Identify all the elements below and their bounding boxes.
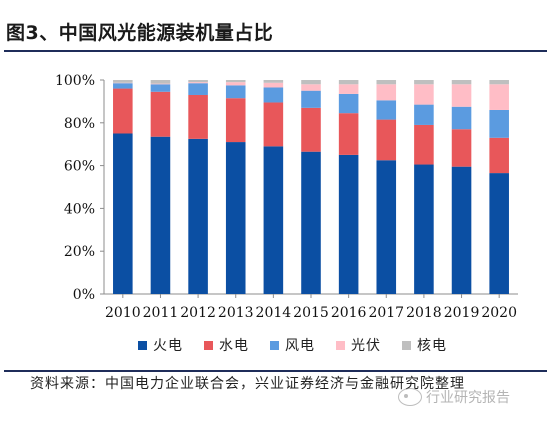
bar-segment bbox=[188, 94, 208, 139]
bar-segment bbox=[188, 83, 208, 95]
bar-segment bbox=[188, 138, 208, 294]
bar-segment bbox=[451, 84, 472, 107]
bar-segment bbox=[489, 137, 509, 174]
source-note: 资料来源：中国电力企业联合会，兴业证券经济与金融研究院整理 bbox=[30, 376, 465, 392]
bar-segment bbox=[301, 80, 321, 85]
bar-segment bbox=[338, 84, 359, 94]
bar-segment bbox=[150, 83, 171, 85]
x-tick-label: 2017 bbox=[368, 305, 404, 321]
x-tick-label: 2016 bbox=[331, 305, 367, 321]
x-tick-label: 2020 bbox=[481, 305, 517, 321]
bar-segment bbox=[451, 166, 472, 294]
bar-segment bbox=[489, 109, 509, 138]
legend-label: 水电 bbox=[219, 338, 249, 354]
bar-segment bbox=[225, 142, 246, 294]
bar-segment bbox=[376, 119, 397, 161]
y-tick-label: 100% bbox=[55, 73, 95, 89]
bar-segment bbox=[263, 146, 284, 294]
bar-segment bbox=[113, 83, 133, 89]
bar-segment bbox=[338, 113, 359, 155]
bar-segment bbox=[376, 80, 397, 85]
legend-item: 水电 bbox=[204, 334, 249, 356]
watermark-text: 行业研究报告 bbox=[426, 390, 510, 406]
y-tick-label: 80% bbox=[64, 116, 95, 132]
bar-segment bbox=[113, 133, 133, 294]
bar-segment bbox=[376, 100, 397, 120]
bar-segment bbox=[225, 82, 246, 86]
bar-segment bbox=[338, 80, 359, 85]
bar-segment bbox=[414, 84, 434, 105]
legend-label: 核电 bbox=[417, 338, 447, 354]
bar-segment bbox=[376, 160, 397, 294]
x-tick-label: 2013 bbox=[218, 305, 254, 321]
footer-divider bbox=[4, 370, 547, 372]
y-tick-label: 40% bbox=[64, 201, 95, 217]
bar-segment bbox=[263, 87, 284, 103]
bar-segment bbox=[451, 80, 472, 85]
bar-segment bbox=[263, 82, 284, 88]
bar-segment bbox=[188, 82, 208, 84]
bar-segment bbox=[301, 90, 321, 108]
bar-segment bbox=[338, 93, 359, 114]
bar-segment bbox=[414, 104, 434, 125]
bar-segment bbox=[376, 84, 397, 101]
title-bar: 图3、中国风光能源装机量占比 bbox=[0, 0, 551, 54]
bar-segment bbox=[113, 88, 133, 134]
bar-segment bbox=[301, 107, 321, 152]
y-tick-label: 0% bbox=[73, 287, 95, 303]
x-tick-label: 2018 bbox=[406, 305, 442, 321]
y-tick-label: 20% bbox=[64, 244, 95, 260]
legend-label: 火电 bbox=[153, 338, 183, 354]
x-tick-label: 2014 bbox=[256, 305, 292, 321]
legend-swatch bbox=[402, 340, 411, 350]
bar-segment bbox=[451, 106, 472, 130]
bar-segment bbox=[263, 80, 284, 83]
legend-item: 风电 bbox=[270, 334, 315, 356]
legend-label: 光伏 bbox=[351, 338, 381, 354]
legend-item: 光伏 bbox=[336, 334, 381, 356]
bar-segment bbox=[225, 85, 246, 99]
bar-segment bbox=[225, 98, 246, 143]
bar-segment bbox=[150, 84, 171, 92]
title-divider bbox=[4, 50, 547, 52]
watermark: 行业研究报告 bbox=[398, 386, 510, 408]
y-tick-label: 60% bbox=[64, 159, 95, 175]
x-tick-label: 2012 bbox=[180, 305, 216, 321]
bar-segment bbox=[150, 80, 171, 84]
bar-segment bbox=[414, 124, 434, 165]
legend-swatch bbox=[138, 340, 147, 350]
bar-segment bbox=[301, 151, 321, 294]
legend-swatch bbox=[270, 340, 279, 350]
bar-segment bbox=[338, 154, 359, 294]
legend-label: 风电 bbox=[285, 338, 315, 354]
bar-segment bbox=[113, 80, 133, 83]
stacked-bar-chart: 0%20%40%60%80%100%2010 2011 2012 2013 2014 20… bbox=[55, 73, 518, 321]
legend-item: 核电 bbox=[402, 334, 447, 356]
bar-segment bbox=[150, 136, 171, 294]
bar-segment bbox=[489, 80, 509, 85]
bar-segment bbox=[301, 84, 321, 91]
legend-item: 火电 bbox=[138, 334, 183, 356]
legend-swatch bbox=[336, 340, 345, 350]
chart-legend: 火电 水电 风电 光伏 核电 bbox=[0, 334, 551, 358]
bar-segment bbox=[451, 129, 472, 167]
bar-segment bbox=[414, 80, 434, 85]
bar-segment bbox=[150, 91, 171, 137]
bar-segment bbox=[489, 173, 509, 294]
wechat-icon bbox=[398, 388, 422, 406]
legend-swatch bbox=[204, 340, 213, 350]
x-tick-label: 2011 bbox=[143, 305, 179, 321]
x-tick-label: 2015 bbox=[293, 305, 329, 321]
chart-title: 图3、中国风光能源装机量占比 bbox=[6, 22, 274, 44]
x-tick-label: 2010 bbox=[105, 305, 141, 321]
bar-segment bbox=[225, 80, 246, 83]
bar-segment bbox=[489, 84, 509, 110]
bar-segment bbox=[414, 164, 434, 294]
x-tick-label: 2019 bbox=[444, 305, 480, 321]
bar-segment bbox=[188, 80, 208, 83]
bar-segment bbox=[263, 102, 284, 147]
